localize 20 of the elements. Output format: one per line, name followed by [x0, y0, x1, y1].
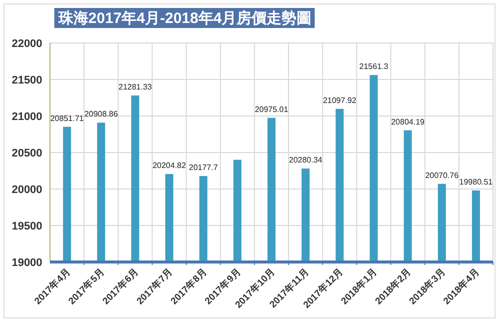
y-tick-label: 20000 — [12, 184, 42, 196]
y-tick-label: 21500 — [12, 74, 42, 86]
data-label: 21281.33 — [118, 82, 152, 92]
data-label: 19980.51 — [459, 177, 494, 186]
data-label: 20280.34 — [288, 156, 323, 165]
data-label: 21561.3 — [359, 62, 389, 72]
data-label: 20851.71 — [50, 114, 84, 123]
data-label: 21097.92 — [322, 96, 357, 105]
data-label: 20908.86 — [84, 110, 118, 119]
chart-title: 珠海2017年4月-2018年4月房價走勢圖 — [57, 9, 312, 27]
data-label: 20975.01 — [254, 104, 289, 114]
data-label: 20804.19 — [391, 117, 426, 126]
data-label: 20204.82 — [152, 161, 186, 170]
data-label: 20177.7 — [188, 163, 218, 172]
y-tick-label: 19000 — [12, 257, 42, 269]
y-tick-label: 20500 — [12, 148, 42, 160]
data-label: 20070.76 — [425, 170, 460, 180]
y-tick-label: 19500 — [12, 220, 42, 232]
y-tick-label: 22000 — [12, 38, 42, 50]
y-tick-label: 21000 — [12, 111, 42, 123]
